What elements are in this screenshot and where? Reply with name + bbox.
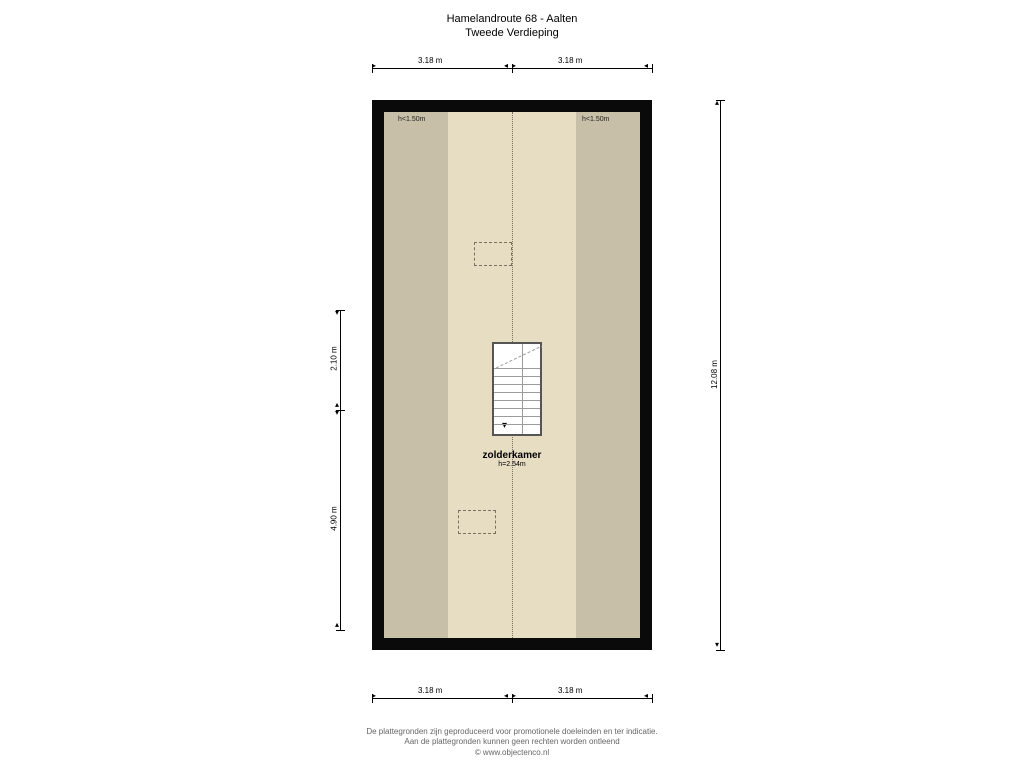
ceiling-label-left: h<1.50m [398, 116, 425, 123]
stair-opening: ▾ [492, 342, 542, 436]
zone-right-lowceiling [576, 112, 640, 638]
room-name: zolderkamer [483, 450, 542, 461]
dim-left-2-label: 4.90 m [330, 506, 339, 530]
dim-bottom-2-label: 3.18 m [558, 686, 582, 695]
footer-line2: Aan de plattegronden kunnen geen rechten… [0, 737, 1024, 747]
stair-tread [494, 392, 540, 393]
stair-tread [494, 408, 540, 409]
stair-tread [494, 384, 540, 385]
dim-right: 12.08 m ▴ ▾ [710, 0, 730, 768]
stair-down-arrow-icon: ▾ [502, 420, 507, 431]
page-title-block: Hamelandroute 68 - Aalten Tweede Verdiep… [0, 12, 1024, 41]
page-subtitle: Tweede Verdieping [0, 26, 1024, 40]
stair-tread [494, 376, 540, 377]
floorplan-inner: h<1.50m h<1.50m ▾ zolderkamer h=2.54m [384, 112, 640, 638]
footer-line3: © www.objectenco.nl [0, 748, 1024, 758]
footer: De plattegronden zijn geproduceerd voor … [0, 727, 1024, 758]
footer-line1: De plattegronden zijn geproduceerd voor … [0, 727, 1024, 737]
dim-right-1-label: 12.08 m [710, 360, 719, 389]
page-title: Hamelandroute 68 - Aalten [0, 12, 1024, 26]
stair-tread [494, 368, 540, 369]
room-label: zolderkamer h=2.54m [452, 450, 572, 468]
dim-top-1-label: 3.18 m [418, 56, 442, 65]
dim-top: 3.18 m ▸ ◂ 3.18 m ▸ ◂ [0, 58, 1024, 78]
stair-tread [494, 424, 540, 425]
skylight-1 [474, 242, 512, 266]
room-height: h=2.54m [452, 461, 572, 468]
dim-left: 2.10 m ▾ ▴ 4.90 m ▾ ▴ [330, 0, 350, 768]
skylight-2 [458, 510, 496, 534]
ceiling-label-right: h<1.50m [582, 116, 609, 123]
dim-left-1-label: 2.10 m [330, 346, 339, 370]
dim-bottom-1-label: 3.18 m [418, 686, 442, 695]
zone-left-lowceiling [384, 112, 448, 638]
dim-bottom: 3.18 m ▸ ◂ 3.18 m ▸ ◂ [0, 688, 1024, 708]
stair-tread [494, 400, 540, 401]
dim-top-2-label: 3.18 m [558, 56, 582, 65]
stair-tread [494, 416, 540, 417]
stair-direction-line [496, 346, 542, 368]
floorplan: h<1.50m h<1.50m ▾ zolderkamer h=2.54m [372, 100, 652, 650]
